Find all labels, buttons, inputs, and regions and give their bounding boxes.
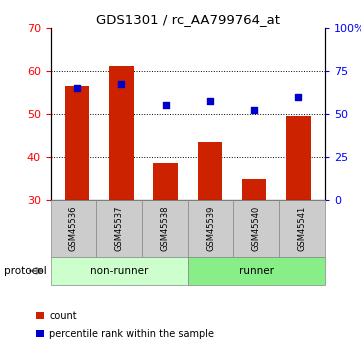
Point <box>163 102 169 108</box>
Text: GSM45541: GSM45541 <box>297 206 306 251</box>
Bar <box>286 116 310 200</box>
Text: GSM45538: GSM45538 <box>160 206 169 251</box>
Text: GSM45536: GSM45536 <box>69 206 78 251</box>
Bar <box>153 164 178 200</box>
Point <box>118 81 124 87</box>
Text: count: count <box>49 311 77 321</box>
Text: GSM45540: GSM45540 <box>252 206 261 251</box>
Text: protocol: protocol <box>4 266 46 276</box>
Bar <box>242 179 266 200</box>
Bar <box>65 86 89 200</box>
Point <box>207 98 213 104</box>
Text: GSM45539: GSM45539 <box>206 206 215 251</box>
Point <box>295 94 301 99</box>
Text: percentile rank within the sample: percentile rank within the sample <box>49 329 214 338</box>
Bar <box>198 142 222 200</box>
Title: GDS1301 / rc_AA799764_at: GDS1301 / rc_AA799764_at <box>96 13 280 27</box>
Text: non-runner: non-runner <box>90 266 148 276</box>
Text: GSM45537: GSM45537 <box>115 206 123 251</box>
Text: runner: runner <box>239 266 274 276</box>
Point <box>74 85 80 91</box>
Bar <box>109 66 134 200</box>
Point <box>251 107 257 112</box>
